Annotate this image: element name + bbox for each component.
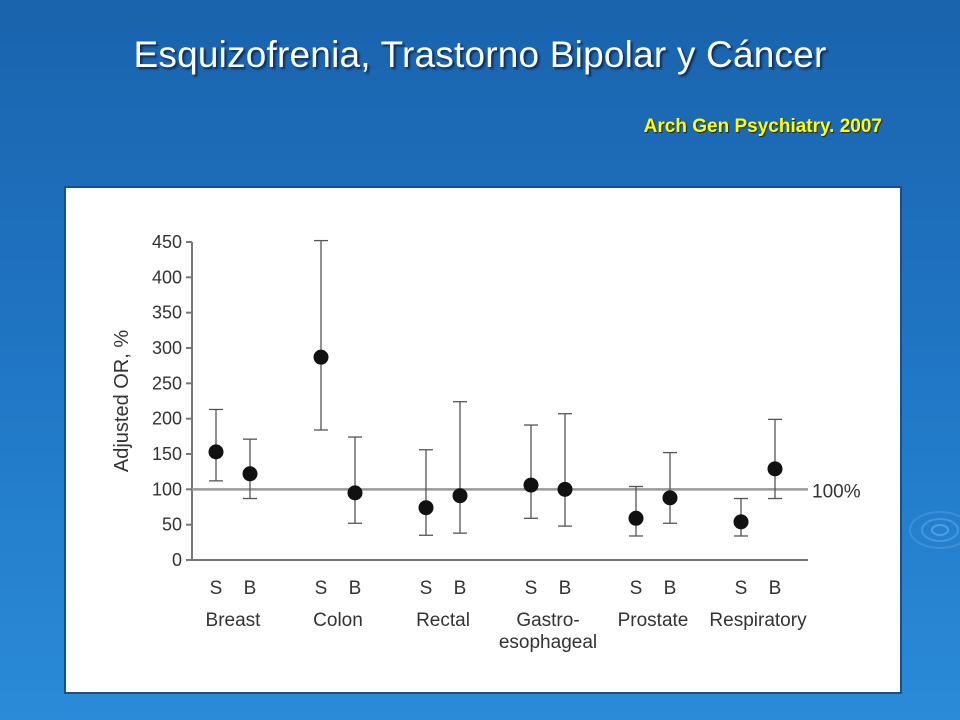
point-label: S bbox=[630, 578, 643, 599]
data-point bbox=[523, 477, 539, 493]
y-tick-label: 300 bbox=[152, 338, 182, 358]
point-label: S bbox=[420, 578, 433, 599]
group-label: esophageal bbox=[499, 632, 597, 653]
point-label: S bbox=[735, 578, 748, 599]
y-tick-label: 250 bbox=[152, 373, 182, 393]
group-label: Gastro- bbox=[516, 610, 579, 631]
point-label: B bbox=[664, 578, 677, 599]
data-point bbox=[347, 485, 363, 501]
chart-panel: 0 50 100 150 200 250 300 350 400 450 Adjusted OR, … bbox=[64, 186, 902, 694]
point-label: B bbox=[454, 578, 467, 599]
y-tick-label: 100 bbox=[152, 479, 182, 499]
odds-ratio-chart: 0 50 100 150 200 250 300 350 400 450 Adjusted OR, … bbox=[111, 232, 861, 653]
y-tick-label: 150 bbox=[152, 444, 182, 464]
data-point bbox=[418, 500, 434, 516]
group-label: Breast bbox=[206, 610, 262, 631]
point-label: S bbox=[210, 578, 223, 599]
y-tick-label: 200 bbox=[152, 409, 182, 429]
group-label: Respiratory bbox=[709, 610, 807, 631]
y-tick-label: 0 bbox=[172, 550, 182, 570]
group-label: Rectal bbox=[416, 610, 470, 631]
y-axis-label: Adjusted OR, % bbox=[111, 330, 133, 473]
group-label: Colon bbox=[313, 610, 363, 631]
data-point bbox=[628, 510, 644, 526]
data-point bbox=[733, 514, 749, 530]
point-label: B bbox=[769, 578, 782, 599]
y-tick-label: 400 bbox=[152, 267, 182, 287]
group-label: Prostate bbox=[618, 610, 689, 631]
data-point bbox=[662, 490, 678, 506]
y-tick-label: 50 bbox=[162, 515, 182, 535]
point-label: B bbox=[244, 578, 257, 599]
data-point bbox=[242, 466, 258, 482]
ripple-decoration-icon bbox=[909, 511, 960, 549]
point-label: B bbox=[559, 578, 572, 599]
point-label: S bbox=[525, 578, 538, 599]
source-citation: Arch Gen Psychiatry. 2007 bbox=[643, 116, 882, 137]
data-point bbox=[557, 481, 573, 497]
y-tick-label: 450 bbox=[152, 232, 182, 252]
slide-title: Esquizofrenia, Trastorno Bipolar y Cánce… bbox=[133, 34, 827, 75]
data-point bbox=[452, 488, 468, 504]
data-point bbox=[208, 444, 224, 460]
data-point bbox=[767, 461, 783, 477]
point-label: S bbox=[315, 578, 328, 599]
point-label: B bbox=[349, 578, 362, 599]
data-point bbox=[313, 349, 329, 365]
reference-line-label: 100% bbox=[812, 481, 861, 502]
y-tick-label: 350 bbox=[152, 303, 182, 323]
